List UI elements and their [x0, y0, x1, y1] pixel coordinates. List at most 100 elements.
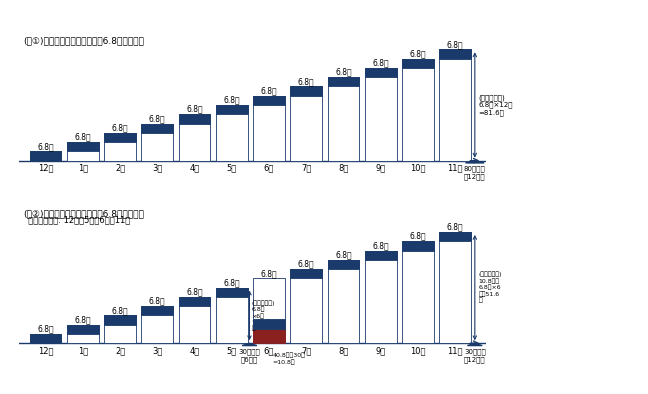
- Text: 11月: 11月: [448, 164, 463, 173]
- Bar: [67, 142, 98, 151]
- Text: 12月: 12月: [38, 346, 53, 355]
- Bar: [179, 297, 211, 343]
- Text: 4月: 4月: [189, 164, 200, 173]
- Polygon shape: [465, 161, 484, 163]
- Text: 7月: 7月: [301, 346, 312, 355]
- Bar: [67, 325, 98, 343]
- Text: (拠出限度額)
6.8万
×6月
=40.8
万: (拠出限度額) 6.8万 ×6月 =40.8 万: [251, 300, 275, 331]
- Text: 6.8万: 6.8万: [335, 68, 352, 77]
- Bar: [179, 114, 211, 124]
- Bar: [104, 133, 136, 142]
- Bar: [328, 260, 360, 269]
- Text: 1月: 1月: [78, 346, 88, 355]
- Bar: [216, 288, 248, 343]
- Text: 6.8万: 6.8万: [149, 114, 166, 123]
- Text: 6.8万: 6.8万: [37, 142, 54, 151]
- Bar: [439, 49, 471, 59]
- Text: 6.8万: 6.8万: [335, 250, 352, 259]
- Bar: [141, 306, 173, 316]
- Text: 6.8万: 6.8万: [224, 95, 240, 104]
- Bar: [402, 59, 434, 68]
- Text: (例①)個人型の拠出限度額（月6.8万限度額）: (例①)個人型の拠出限度額（月6.8万限度額）: [23, 36, 144, 45]
- Text: (拠出限度額)
10.8万＋
6.8万×6
月＝51.6
万: (拠出限度額) 10.8万＋ 6.8万×6 月＝51.6 万: [479, 272, 502, 303]
- Bar: [141, 124, 173, 133]
- Text: 6.8万: 6.8万: [447, 223, 463, 232]
- Text: 6.8万: 6.8万: [373, 58, 389, 67]
- Bar: [365, 251, 397, 343]
- Text: 3月: 3月: [152, 164, 163, 173]
- Bar: [104, 316, 136, 343]
- Bar: [253, 96, 285, 105]
- Text: 8月: 8月: [338, 346, 349, 355]
- Text: 6.8万: 6.8万: [75, 315, 91, 324]
- Text: 9月: 9月: [376, 346, 386, 355]
- Text: 2月: 2月: [115, 346, 125, 355]
- Text: 6.8万: 6.8万: [224, 278, 240, 287]
- Bar: [290, 86, 322, 161]
- Text: 5月: 5月: [227, 164, 237, 173]
- Bar: [439, 49, 471, 161]
- Bar: [216, 105, 248, 161]
- Text: 2月: 2月: [115, 164, 125, 173]
- Bar: [67, 142, 98, 161]
- Bar: [328, 77, 360, 161]
- Text: 4月: 4月: [189, 346, 200, 355]
- Bar: [179, 114, 211, 161]
- Text: 6.8万: 6.8万: [410, 232, 426, 241]
- Text: 5月: 5月: [227, 346, 237, 355]
- Text: 10月: 10月: [410, 164, 426, 173]
- Bar: [290, 269, 322, 343]
- Bar: [402, 241, 434, 343]
- Text: 9月: 9月: [376, 164, 386, 173]
- Bar: [439, 232, 471, 241]
- Text: 拠出区分期間: 12月～5月、6月～11月: 拠出区分期間: 12月～5月、6月～11月: [23, 215, 130, 224]
- Bar: [104, 133, 136, 161]
- Text: 10月: 10月: [410, 346, 426, 355]
- Text: 6.8万: 6.8万: [373, 241, 389, 250]
- Bar: [216, 105, 248, 114]
- Text: (拠出限度額)
6.8万×12月
=81.6万: (拠出限度額) 6.8万×12月 =81.6万: [479, 94, 513, 116]
- Text: 6月: 6月: [264, 164, 274, 173]
- Bar: [104, 316, 136, 325]
- Bar: [30, 334, 62, 343]
- Bar: [30, 334, 62, 343]
- Bar: [402, 59, 434, 161]
- Bar: [290, 269, 322, 278]
- Bar: [290, 86, 322, 96]
- Text: 6.8万: 6.8万: [260, 269, 277, 278]
- Bar: [253, 319, 285, 329]
- Text: 6.8万: 6.8万: [111, 306, 128, 315]
- Text: 30万納付
（6月）: 30万納付 （6月）: [238, 349, 260, 363]
- Bar: [402, 241, 434, 251]
- Text: 6月: 6月: [264, 346, 274, 355]
- Text: 7月: 7月: [301, 164, 312, 173]
- Text: 80万納付
（12月）: 80万納付 （12月）: [464, 166, 486, 180]
- Text: 30万納付
（12月）: 30万納付 （12月）: [464, 349, 486, 363]
- Text: 6.8万: 6.8万: [298, 260, 314, 269]
- Text: 6.8万: 6.8万: [260, 86, 277, 95]
- Bar: [67, 325, 98, 334]
- Bar: [365, 68, 397, 77]
- Bar: [253, 96, 285, 161]
- Bar: [30, 151, 62, 161]
- Text: 6.8万: 6.8万: [111, 123, 128, 132]
- Text: 6.8万: 6.8万: [186, 288, 203, 296]
- Bar: [216, 288, 248, 297]
- Text: 6.8万: 6.8万: [37, 325, 54, 333]
- Bar: [141, 124, 173, 161]
- Text: 12月: 12月: [38, 164, 53, 173]
- Text: 6.8万: 6.8万: [149, 297, 166, 306]
- Bar: [30, 151, 62, 161]
- Text: 6.8万: 6.8万: [186, 105, 203, 114]
- Text: 6.8万: 6.8万: [298, 77, 314, 86]
- Bar: [365, 251, 397, 260]
- Polygon shape: [467, 344, 482, 346]
- Bar: [328, 260, 360, 343]
- Bar: [328, 77, 360, 86]
- Text: 3月: 3月: [152, 346, 163, 355]
- Bar: [179, 297, 211, 306]
- Bar: [253, 329, 285, 343]
- Text: 11月: 11月: [448, 346, 463, 355]
- Text: (例②)個人型の拠出限度額（月6.8万限度額）: (例②)個人型の拠出限度額（月6.8万限度額）: [23, 210, 144, 219]
- Bar: [141, 306, 173, 343]
